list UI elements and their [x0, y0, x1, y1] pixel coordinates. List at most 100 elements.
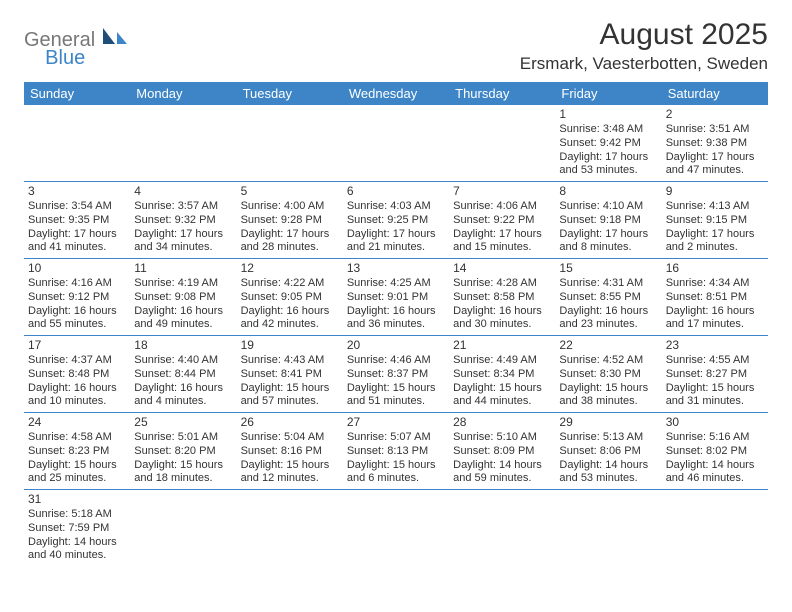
day-header: Thursday: [449, 82, 555, 105]
calendar-day-cell: 14Sunrise: 4:28 AMSunset: 8:58 PMDayligh…: [449, 259, 555, 336]
calendar-day-cell: 9Sunrise: 4:13 AMSunset: 9:15 PMDaylight…: [662, 182, 768, 259]
calendar-day-cell: [449, 105, 555, 182]
day-number: 6: [347, 184, 445, 199]
sunrise-line: Sunrise: 4:58 AM: [28, 431, 126, 445]
sunset-line: Sunset: 8:09 PM: [453, 445, 551, 459]
sunset-line: Sunset: 9:42 PM: [559, 137, 657, 151]
sunrise-line: Sunrise: 4:00 AM: [241, 200, 339, 214]
day-number: 3: [28, 184, 126, 199]
sunrise-line: Sunrise: 5:04 AM: [241, 431, 339, 445]
sunrise-line: Sunrise: 4:19 AM: [134, 277, 232, 291]
sunrise-line: Sunrise: 4:16 AM: [28, 277, 126, 291]
sunset-line: Sunset: 8:58 PM: [453, 291, 551, 305]
calendar-day-cell: [130, 105, 236, 182]
day-number: 10: [28, 261, 126, 276]
day-number: 14: [453, 261, 551, 276]
calendar-day-cell: 3Sunrise: 3:54 AMSunset: 9:35 PMDaylight…: [24, 182, 130, 259]
calendar-day-cell: 15Sunrise: 4:31 AMSunset: 8:55 PMDayligh…: [555, 259, 661, 336]
daylight-line: Daylight: 15 hours and 44 minutes.: [453, 382, 551, 410]
daylight-line: Daylight: 17 hours and 8 minutes.: [559, 228, 657, 256]
logo-sail-icon: [101, 26, 127, 51]
daylight-line: Daylight: 17 hours and 2 minutes.: [666, 228, 764, 256]
sunrise-line: Sunrise: 3:54 AM: [28, 200, 126, 214]
day-number: 25: [134, 415, 232, 430]
daylight-line: Daylight: 15 hours and 57 minutes.: [241, 382, 339, 410]
sunset-line: Sunset: 9:28 PM: [241, 214, 339, 228]
calendar-day-cell: [237, 490, 343, 567]
calendar-week-row: 31Sunrise: 5:18 AMSunset: 7:59 PMDayligh…: [24, 490, 768, 567]
calendar-day-cell: [237, 105, 343, 182]
sunrise-line: Sunrise: 4:40 AM: [134, 354, 232, 368]
daylight-line: Daylight: 17 hours and 15 minutes.: [453, 228, 551, 256]
daylight-line: Daylight: 15 hours and 51 minutes.: [347, 382, 445, 410]
day-number: 26: [241, 415, 339, 430]
calendar-day-cell: [343, 105, 449, 182]
sunrise-line: Sunrise: 4:10 AM: [559, 200, 657, 214]
day-number: 23: [666, 338, 764, 353]
day-number: 9: [666, 184, 764, 199]
daylight-line: Daylight: 15 hours and 38 minutes.: [559, 382, 657, 410]
calendar-day-cell: 29Sunrise: 5:13 AMSunset: 8:06 PMDayligh…: [555, 413, 661, 490]
sunrise-line: Sunrise: 4:34 AM: [666, 277, 764, 291]
day-header: Friday: [555, 82, 661, 105]
calendar-day-cell: 8Sunrise: 4:10 AMSunset: 9:18 PMDaylight…: [555, 182, 661, 259]
calendar-day-cell: 6Sunrise: 4:03 AMSunset: 9:25 PMDaylight…: [343, 182, 449, 259]
sunset-line: Sunset: 8:34 PM: [453, 368, 551, 382]
day-number: 5: [241, 184, 339, 199]
sunrise-line: Sunrise: 5:13 AM: [559, 431, 657, 445]
calendar-day-cell: 10Sunrise: 4:16 AMSunset: 9:12 PMDayligh…: [24, 259, 130, 336]
sunrise-line: Sunrise: 4:25 AM: [347, 277, 445, 291]
day-header: Tuesday: [237, 82, 343, 105]
calendar-table: SundayMondayTuesdayWednesdayThursdayFrid…: [24, 82, 768, 566]
day-number: 18: [134, 338, 232, 353]
daylight-line: Daylight: 16 hours and 23 minutes.: [559, 305, 657, 333]
title-block: August 2025 Ersmark, Vaesterbotten, Swed…: [520, 18, 768, 74]
daylight-line: Daylight: 17 hours and 41 minutes.: [28, 228, 126, 256]
sunset-line: Sunset: 8:23 PM: [28, 445, 126, 459]
day-number: 27: [347, 415, 445, 430]
sunrise-line: Sunrise: 4:22 AM: [241, 277, 339, 291]
calendar-day-cell: 16Sunrise: 4:34 AMSunset: 8:51 PMDayligh…: [662, 259, 768, 336]
calendar-day-cell: 2Sunrise: 3:51 AMSunset: 9:38 PMDaylight…: [662, 105, 768, 182]
sunrise-line: Sunrise: 4:37 AM: [28, 354, 126, 368]
sunrise-line: Sunrise: 5:18 AM: [28, 508, 126, 522]
daylight-line: Daylight: 16 hours and 49 minutes.: [134, 305, 232, 333]
calendar-day-cell: 26Sunrise: 5:04 AMSunset: 8:16 PMDayligh…: [237, 413, 343, 490]
sunset-line: Sunset: 9:35 PM: [28, 214, 126, 228]
daylight-line: Daylight: 16 hours and 42 minutes.: [241, 305, 339, 333]
daylight-line: Daylight: 17 hours and 53 minutes.: [559, 151, 657, 179]
day-header: Saturday: [662, 82, 768, 105]
calendar-day-cell: [555, 490, 661, 567]
day-number: 16: [666, 261, 764, 276]
sunrise-line: Sunrise: 4:31 AM: [559, 277, 657, 291]
daylight-line: Daylight: 14 hours and 40 minutes.: [28, 536, 126, 564]
sunrise-line: Sunrise: 4:43 AM: [241, 354, 339, 368]
calendar-day-cell: 31Sunrise: 5:18 AMSunset: 7:59 PMDayligh…: [24, 490, 130, 567]
day-number: 31: [28, 492, 126, 507]
sunset-line: Sunset: 9:12 PM: [28, 291, 126, 305]
daylight-line: Daylight: 14 hours and 59 minutes.: [453, 459, 551, 487]
day-number: 22: [559, 338, 657, 353]
calendar-day-cell: [130, 490, 236, 567]
location-text: Ersmark, Vaesterbotten, Sweden: [520, 54, 768, 74]
calendar-header-row: SundayMondayTuesdayWednesdayThursdayFrid…: [24, 82, 768, 105]
sunset-line: Sunset: 8:30 PM: [559, 368, 657, 382]
day-number: 8: [559, 184, 657, 199]
day-number: 30: [666, 415, 764, 430]
calendar-week-row: 1Sunrise: 3:48 AMSunset: 9:42 PMDaylight…: [24, 105, 768, 182]
sunset-line: Sunset: 8:44 PM: [134, 368, 232, 382]
calendar-day-cell: 28Sunrise: 5:10 AMSunset: 8:09 PMDayligh…: [449, 413, 555, 490]
sunset-line: Sunset: 8:02 PM: [666, 445, 764, 459]
daylight-line: Daylight: 15 hours and 31 minutes.: [666, 382, 764, 410]
day-number: 13: [347, 261, 445, 276]
calendar-week-row: 17Sunrise: 4:37 AMSunset: 8:48 PMDayligh…: [24, 336, 768, 413]
sunrise-line: Sunrise: 3:51 AM: [666, 123, 764, 137]
sunrise-line: Sunrise: 4:03 AM: [347, 200, 445, 214]
daylight-line: Daylight: 14 hours and 53 minutes.: [559, 459, 657, 487]
sunset-line: Sunset: 9:22 PM: [453, 214, 551, 228]
sunrise-line: Sunrise: 3:48 AM: [559, 123, 657, 137]
calendar-day-cell: 27Sunrise: 5:07 AMSunset: 8:13 PMDayligh…: [343, 413, 449, 490]
calendar-day-cell: 21Sunrise: 4:49 AMSunset: 8:34 PMDayligh…: [449, 336, 555, 413]
sunset-line: Sunset: 8:55 PM: [559, 291, 657, 305]
calendar-day-cell: 24Sunrise: 4:58 AMSunset: 8:23 PMDayligh…: [24, 413, 130, 490]
